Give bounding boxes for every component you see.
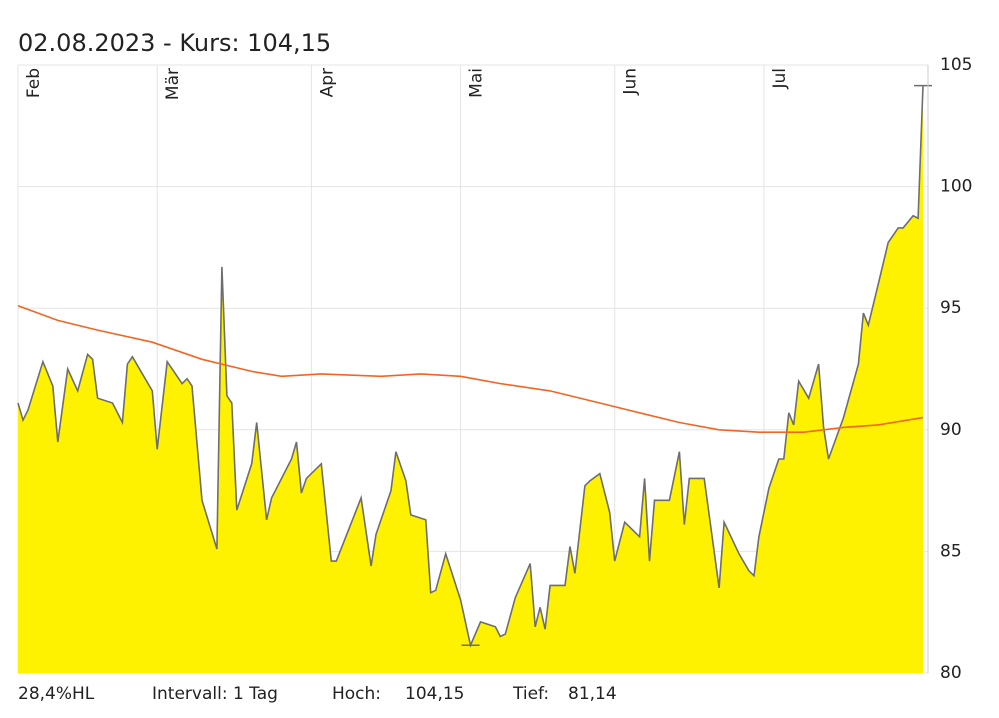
low-value: 81,14 xyxy=(568,684,617,704)
average-line xyxy=(17,305,924,433)
y-tick-label: 95 xyxy=(940,298,962,318)
price-line xyxy=(17,85,924,648)
low-label: Tief: xyxy=(512,684,549,704)
x-tick-label: Feb xyxy=(24,68,44,98)
x-tick-label: Jul xyxy=(770,68,790,90)
y-tick-label: 90 xyxy=(940,420,962,440)
x-tick-label: Jun xyxy=(621,68,641,96)
interval-label: Intervall: 1 Tag xyxy=(152,684,278,704)
high-value: 104,15 xyxy=(405,684,464,704)
area xyxy=(18,85,923,673)
x-tick-label: Apr xyxy=(317,68,337,97)
range-label: 28,4%HL xyxy=(18,684,95,704)
y-tick-label: 100 xyxy=(940,177,972,197)
y-tick-label: 105 xyxy=(940,55,972,75)
y-tick-label: 85 xyxy=(940,541,962,561)
x-tick-label: Mai xyxy=(467,68,487,98)
chart-title: 02.08.2023 - Kurs: 104,15 xyxy=(18,29,331,57)
x-tick-label: Mär xyxy=(163,68,183,100)
high-label: Hoch: xyxy=(332,684,381,704)
y-tick-label: 80 xyxy=(940,663,962,683)
